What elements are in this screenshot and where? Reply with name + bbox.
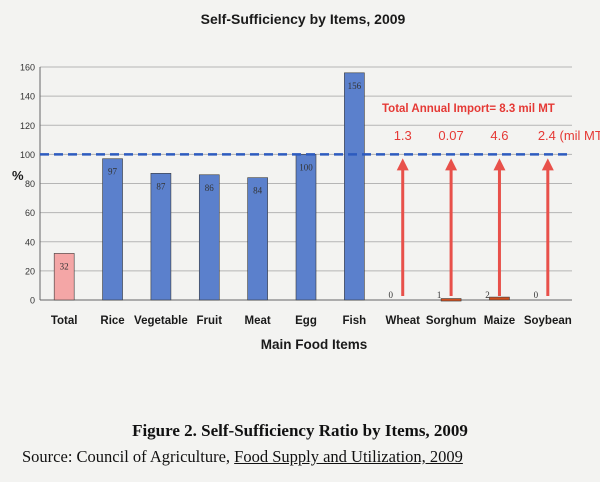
bar-rice (102, 158, 123, 301)
x-tick-label-fruit: Fruit (196, 315, 222, 327)
data-label-total: 32 (60, 261, 69, 271)
y-tick-label: 140 (20, 92, 35, 102)
y-tick-label: 40 (25, 237, 35, 247)
bar-fish (344, 72, 365, 301)
import-amount-sorghum: 0.07 (438, 128, 463, 143)
x-tick-label-total: Total (51, 315, 78, 327)
data-label-wheat: 0 (388, 290, 393, 300)
x-tick-label-wheat: Wheat (385, 315, 420, 327)
x-tick-label-fish: Fish (343, 315, 367, 327)
bar-sorghum (440, 298, 462, 302)
total-import-annotation: Total Annual Import= 8.3 mil MT (382, 103, 555, 115)
x-tick-label-egg: Egg (295, 315, 317, 327)
data-label-vegetable: 87 (156, 181, 166, 191)
x-tick-label-sorghum: Sorghum (426, 315, 476, 327)
source-line: Source: Council of Agriculture, Food Sup… (22, 447, 463, 467)
x-axis-label: Main Food Items (261, 337, 368, 352)
x-tick-label-soybean: Soybean (524, 315, 572, 327)
import-arrowhead (493, 158, 506, 171)
y-tick-label: 80 (25, 179, 35, 189)
import-amount-soybean: 2.4 (mil MT) (538, 128, 600, 143)
x-tick-label-vegetable: Vegetable (134, 315, 188, 327)
data-label-soybean: 0 (534, 290, 539, 300)
y-tick-label: 160 (20, 63, 35, 73)
x-tick-label-meat: Meat (245, 315, 271, 327)
x-tick-label-maize: Maize (484, 315, 515, 327)
chart-title: Self-Sufficiency by Items, 2009 (201, 11, 406, 27)
y-tick-label: 0 (30, 296, 35, 306)
source-prefix: Source: Council of Agriculture, (22, 447, 235, 466)
bar-meat (247, 177, 268, 301)
bar-maize (489, 296, 510, 301)
import-amount-wheat: 1.3 (394, 128, 412, 143)
data-label-sorghum: 1 (437, 290, 442, 300)
import-arrowhead (396, 158, 409, 171)
data-label-meat: 84 (253, 186, 263, 196)
x-tick-label-rice: Rice (100, 315, 124, 327)
figure-caption: Figure 2. Self-Sufficiency Ratio by Item… (132, 421, 468, 440)
bar-egg (295, 154, 317, 301)
plot-area: 02040608010012014016032Total97Rice87Vege… (20, 63, 600, 328)
import-arrowhead (541, 158, 554, 171)
bar-total (53, 253, 75, 301)
data-label-rice: 97 (108, 167, 118, 177)
self-sufficiency-chart: Self-Sufficiency by Items, 2009 % Main F… (12, 11, 600, 352)
bar-fruit (198, 174, 220, 301)
data-label-fruit: 86 (205, 183, 215, 193)
import-amount-maize: 4.6 (490, 128, 508, 143)
y-tick-label: 100 (20, 150, 35, 160)
source-publication: Food Supply and Utilization, 2009 (234, 447, 463, 466)
y-tick-label: 60 (25, 208, 35, 218)
data-label-egg: 100 (299, 162, 313, 172)
y-tick-label: 20 (25, 266, 35, 276)
y-axis-label: % (12, 168, 24, 183)
y-tick-label: 120 (20, 121, 35, 131)
bar-vegetable (150, 173, 172, 301)
import-arrowhead (445, 158, 458, 171)
data-label-maize: 2 (485, 290, 490, 300)
data-label-fish: 156 (348, 81, 362, 91)
